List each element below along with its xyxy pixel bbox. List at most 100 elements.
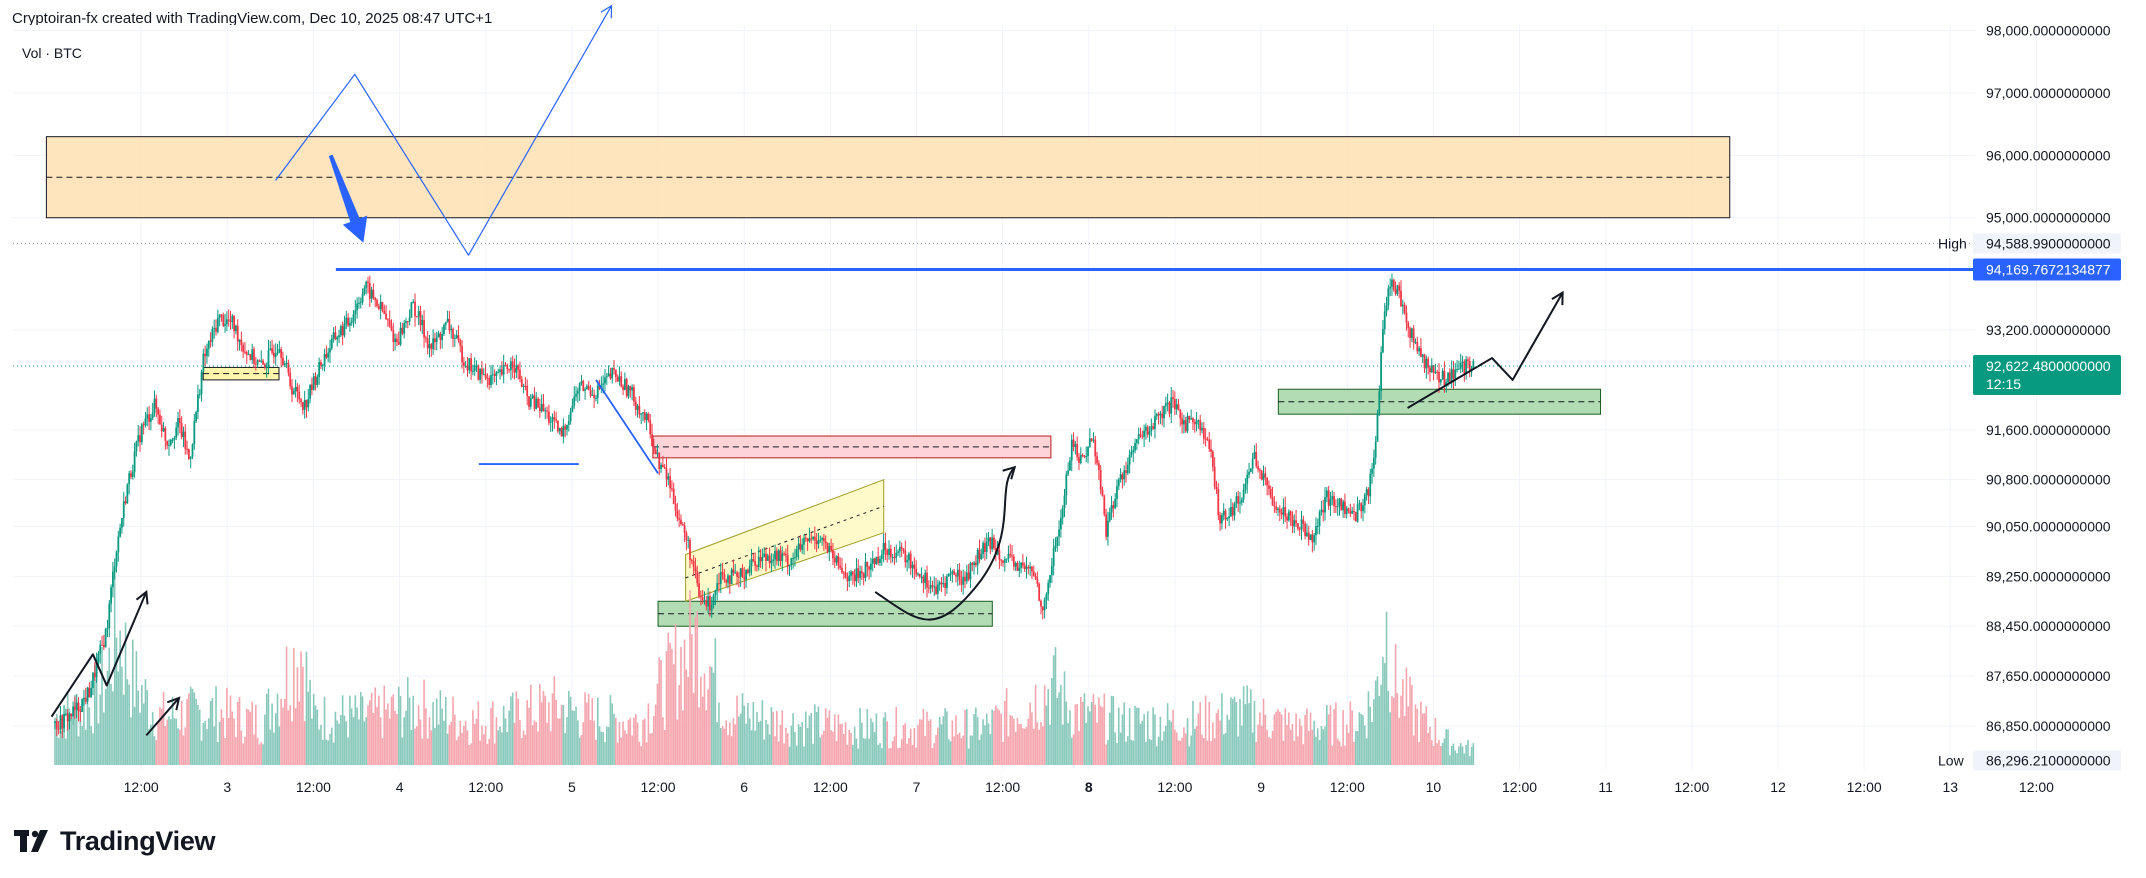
candle-body bbox=[690, 559, 693, 562]
candle-body bbox=[1387, 288, 1390, 306]
volume-bar bbox=[468, 745, 471, 765]
legend-label: Vol · BTC bbox=[22, 45, 82, 61]
volume-bar bbox=[1203, 737, 1205, 765]
volume-bar bbox=[622, 721, 624, 765]
volume-bar bbox=[236, 701, 239, 765]
volume-bar bbox=[993, 710, 995, 765]
candle-body bbox=[367, 281, 369, 283]
volume-bar bbox=[615, 717, 617, 765]
volume-bar bbox=[788, 746, 791, 765]
candle-body bbox=[316, 377, 319, 385]
candle-body bbox=[1239, 502, 1241, 504]
volume-bar bbox=[501, 732, 503, 765]
volume-bar bbox=[479, 740, 481, 765]
candle-body bbox=[895, 552, 898, 558]
volume-bar bbox=[830, 730, 832, 765]
candle-body bbox=[665, 468, 668, 480]
candle-body bbox=[159, 414, 161, 425]
volume-bar bbox=[1340, 746, 1343, 765]
candle-body bbox=[1040, 600, 1042, 607]
volume-bar bbox=[510, 696, 512, 765]
candle-body bbox=[678, 518, 681, 520]
candle-body bbox=[376, 300, 378, 307]
candle-body bbox=[235, 325, 237, 332]
candle-body bbox=[430, 344, 433, 350]
candle-body bbox=[1021, 562, 1024, 566]
volume-bar bbox=[274, 713, 277, 765]
volume-bar bbox=[1105, 744, 1107, 765]
candle-body bbox=[66, 713, 69, 722]
volume-bar bbox=[135, 651, 138, 765]
volume-bar bbox=[1004, 700, 1006, 765]
candle-body bbox=[797, 543, 800, 550]
volume-bar bbox=[1467, 739, 1469, 765]
candle-body bbox=[976, 549, 979, 566]
candle-body bbox=[596, 385, 599, 398]
candle-body bbox=[148, 414, 150, 422]
candle-body bbox=[1309, 534, 1312, 540]
volume-bar bbox=[1155, 746, 1158, 765]
time-axis[interactable]: 12:00 3 12:00 4 12:00 5 12:00 6 12:00 7 12:00 8 12:0… bbox=[124, 779, 2055, 795]
volume-bar bbox=[598, 726, 601, 765]
candle-body bbox=[197, 394, 199, 413]
volume-bar bbox=[747, 702, 749, 765]
volume-bar bbox=[394, 710, 396, 765]
candle-body bbox=[694, 567, 697, 572]
candle-body bbox=[1277, 508, 1279, 510]
volume-bar bbox=[168, 716, 170, 765]
candle-body bbox=[839, 565, 842, 568]
volume-bar bbox=[262, 744, 264, 765]
volume-bar bbox=[792, 713, 794, 765]
candle-body bbox=[980, 554, 983, 560]
candle-body bbox=[1461, 361, 1464, 363]
volume-bar bbox=[1096, 722, 1098, 765]
level-label-bg bbox=[1973, 258, 2121, 281]
volume-bar bbox=[65, 738, 67, 765]
volume-bar bbox=[966, 708, 968, 765]
volume-bar bbox=[1257, 724, 1259, 765]
volume-bar bbox=[994, 705, 997, 765]
price-axis[interactable]: 101,000.0000000000100,000.000000000099,0… bbox=[1938, 0, 2121, 771]
candle-body bbox=[812, 536, 814, 539]
volume-bar bbox=[122, 694, 125, 765]
candle-body bbox=[224, 324, 226, 326]
volume-bar bbox=[180, 700, 183, 765]
volume-bar bbox=[1282, 740, 1285, 765]
volume-bar bbox=[531, 725, 534, 765]
volume-bar bbox=[367, 705, 369, 765]
candle-body bbox=[452, 328, 454, 339]
candle-body bbox=[965, 572, 968, 582]
y-tick-label: 90,050.0000000000 bbox=[1986, 518, 2111, 534]
zigzag-right bbox=[1407, 293, 1563, 409]
candle-body bbox=[1092, 439, 1095, 441]
volume-bar bbox=[855, 738, 858, 765]
candle-body bbox=[886, 549, 889, 555]
volume-bar bbox=[611, 703, 614, 765]
volume-bar bbox=[681, 710, 684, 765]
candle-body bbox=[978, 549, 981, 560]
volume-bar bbox=[1251, 732, 1254, 765]
candle-body bbox=[765, 553, 767, 561]
candle-body bbox=[1376, 413, 1379, 442]
candle-body bbox=[1063, 495, 1066, 509]
volume-bar bbox=[269, 729, 272, 765]
volume-bar bbox=[142, 703, 145, 765]
volume-bar bbox=[184, 727, 187, 765]
candle-body bbox=[434, 338, 436, 343]
volume-bar bbox=[1061, 724, 1064, 765]
volume-bar bbox=[571, 710, 574, 765]
candle-body bbox=[598, 385, 601, 389]
tradingview-logo[interactable]: TradingView bbox=[14, 826, 216, 856]
x-tick-label: 12:00 bbox=[1847, 779, 1882, 795]
volume-bar bbox=[1029, 702, 1031, 765]
volume-bar bbox=[1389, 712, 1391, 765]
candle-body bbox=[602, 383, 605, 385]
volume-bar bbox=[318, 729, 320, 765]
candle-body bbox=[1248, 471, 1250, 475]
candle-body bbox=[1400, 290, 1402, 307]
candle-body bbox=[1002, 560, 1004, 563]
volume-bar bbox=[776, 711, 778, 765]
volume-bar bbox=[1023, 728, 1026, 765]
candle-body bbox=[1201, 427, 1203, 431]
